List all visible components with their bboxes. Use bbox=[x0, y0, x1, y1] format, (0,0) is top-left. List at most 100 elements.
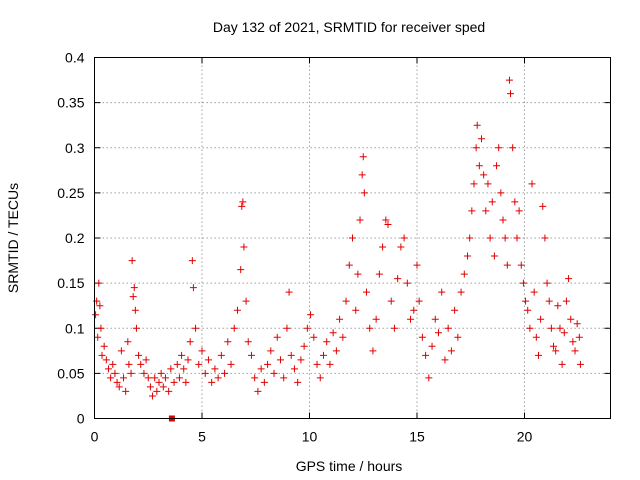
x-tick-label: 5 bbox=[198, 429, 206, 445]
data-point bbox=[466, 234, 474, 242]
data-point bbox=[345, 261, 353, 269]
data-point bbox=[576, 360, 584, 368]
data-point bbox=[104, 365, 112, 373]
data-point bbox=[115, 383, 123, 391]
data-point bbox=[122, 387, 130, 395]
data-point bbox=[254, 387, 262, 395]
data-point bbox=[120, 374, 128, 382]
data-point bbox=[454, 333, 462, 341]
data-point bbox=[280, 374, 288, 382]
data-point bbox=[354, 270, 362, 278]
x-tick-label: 15 bbox=[409, 429, 425, 445]
x-tick-label: 0 bbox=[91, 429, 99, 445]
data-point bbox=[127, 369, 135, 377]
data-point bbox=[526, 324, 534, 332]
data-point bbox=[238, 202, 246, 210]
data-point bbox=[468, 207, 476, 215]
data-point bbox=[188, 257, 196, 265]
data-point bbox=[493, 162, 501, 170]
data-point bbox=[545, 297, 553, 305]
data-point bbox=[98, 351, 106, 359]
data-point bbox=[313, 360, 321, 368]
data-point bbox=[457, 288, 465, 296]
data-point bbox=[221, 369, 229, 377]
data-point bbox=[184, 356, 192, 364]
data-point bbox=[92, 311, 100, 319]
data-point bbox=[132, 324, 140, 332]
data-point bbox=[352, 306, 360, 314]
data-point bbox=[285, 288, 293, 296]
data-point bbox=[475, 162, 483, 170]
data-point bbox=[573, 320, 581, 328]
data-point bbox=[167, 365, 175, 373]
data-point bbox=[267, 347, 275, 355]
data-point bbox=[473, 121, 481, 129]
data-point bbox=[135, 351, 143, 359]
data-point bbox=[375, 270, 383, 278]
data-point bbox=[240, 243, 248, 251]
data-point bbox=[470, 180, 478, 188]
data-point bbox=[390, 324, 398, 332]
data-point bbox=[303, 324, 311, 332]
data-point bbox=[356, 216, 364, 224]
data-point bbox=[569, 338, 577, 346]
data-point bbox=[464, 252, 472, 260]
data-point bbox=[530, 288, 538, 296]
data-point bbox=[260, 378, 268, 386]
data-point bbox=[290, 365, 298, 373]
data-point bbox=[129, 293, 137, 301]
data-point bbox=[384, 220, 392, 228]
data-point bbox=[257, 365, 265, 373]
grid bbox=[94, 57, 611, 419]
data-point bbox=[165, 387, 173, 395]
data-point bbox=[532, 333, 540, 341]
data-point bbox=[571, 347, 579, 355]
data-point bbox=[189, 284, 197, 292]
data-point bbox=[484, 180, 492, 188]
data-point bbox=[369, 347, 377, 355]
y-tick-label: 0.05 bbox=[57, 365, 84, 381]
data-point bbox=[149, 392, 157, 400]
data-point bbox=[447, 347, 455, 355]
data-point bbox=[294, 378, 302, 386]
x-tick-label: 10 bbox=[302, 429, 318, 445]
data-point bbox=[336, 315, 344, 323]
data-point bbox=[211, 365, 219, 373]
data-point bbox=[178, 351, 186, 359]
data-point bbox=[180, 365, 188, 373]
y-tick-label: 0.15 bbox=[57, 275, 84, 291]
data-point bbox=[230, 324, 238, 332]
tick-labels: 0 0.05 0.1 0.15 0.2 0.25 0.3 0.35 0.4 0 5 10 15 20 bbox=[57, 50, 532, 445]
data-point bbox=[575, 333, 583, 341]
data-point bbox=[400, 234, 408, 242]
data-point bbox=[339, 333, 347, 341]
data-point bbox=[480, 171, 488, 179]
x-tick-label: 20 bbox=[517, 429, 533, 445]
data-point bbox=[372, 315, 380, 323]
data-point bbox=[227, 360, 235, 368]
data-point bbox=[497, 189, 505, 197]
data-point bbox=[515, 207, 523, 215]
data-point bbox=[182, 378, 190, 386]
data-point bbox=[96, 302, 104, 310]
data-point bbox=[534, 351, 542, 359]
data-point bbox=[435, 329, 442, 337]
data-point bbox=[125, 360, 133, 368]
data-point bbox=[556, 324, 564, 332]
data-point bbox=[242, 297, 250, 305]
data-point bbox=[501, 234, 509, 242]
data-point bbox=[310, 333, 318, 341]
data-point bbox=[329, 329, 337, 337]
y-tick-label: 0.3 bbox=[65, 140, 85, 156]
data-point bbox=[319, 351, 327, 359]
data-point bbox=[539, 202, 547, 210]
data-point bbox=[567, 315, 575, 323]
data-point bbox=[415, 297, 423, 305]
data-point bbox=[562, 297, 570, 305]
data-point bbox=[151, 374, 159, 382]
data-point bbox=[431, 315, 439, 323]
data-point bbox=[552, 347, 560, 355]
data-point bbox=[359, 153, 367, 161]
